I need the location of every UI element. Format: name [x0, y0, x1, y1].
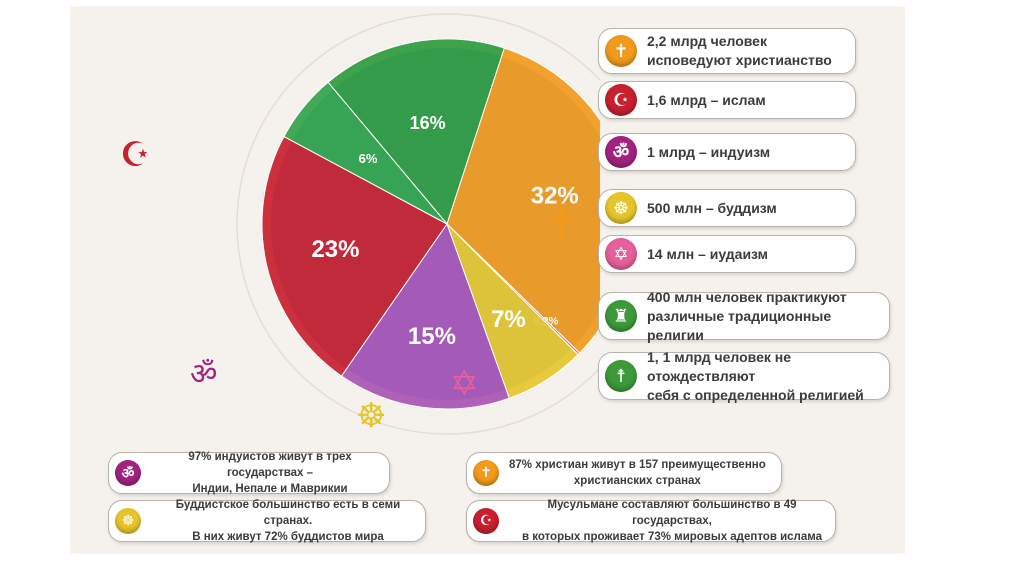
cross-icon: ✝: [543, 200, 580, 251]
legend-item-text: 1 млрд – индуизм: [647, 143, 771, 160]
note-text: Буддистское большинство есть в семи стра…: [175, 499, 401, 543]
legend-item: ✡ 14 млн – иудаизм: [598, 235, 856, 273]
crescent-icon: ☪: [473, 508, 499, 534]
crescent-icon: ☪: [120, 135, 151, 175]
om-icon: ॐ: [115, 460, 141, 486]
pie-slice-label-4: 15%: [408, 323, 456, 350]
person-icon: ☨: [605, 360, 637, 392]
dharma-wheel-icon: ☸: [356, 396, 387, 436]
legend-item-text: 1,6 млрд – ислам: [647, 91, 766, 108]
pie-slice-label-0: 16%: [410, 113, 446, 133]
om-icon: ॐ: [190, 357, 218, 392]
star-of-david-icon: ✡: [605, 238, 637, 270]
dharma-wheel-icon: ☸: [115, 508, 141, 534]
cross-icon: ✝: [473, 460, 499, 486]
note-text: 87% христиан живут в 157 преимущественно…: [509, 459, 766, 487]
pie-slice-0: [327, 38, 505, 226]
om-icon: ॐ: [605, 136, 637, 168]
orbit-ring: [236, 13, 600, 435]
note-text: Мусульмане составляют большинство в 49 г…: [521, 499, 823, 543]
legend-item-text: 14 млн – иудаизм: [647, 245, 769, 262]
legend-item: ☪ 1,6 млрд – ислам: [598, 81, 856, 119]
legend-item: ☨ 1, 1 млрд человек не отождествляют себя…: [598, 349, 890, 403]
note-text: 97% индуистов живут в трех государствах …: [188, 451, 352, 495]
pie-slice-5: [261, 135, 448, 377]
note-item: ॐ 97% индуистов живут в трех государствах…: [108, 451, 390, 495]
legend-item: ✝ 2,2 млрд человек исповедуют христианств…: [598, 28, 856, 74]
legend-item-text: 500 млн – буддизм: [647, 199, 777, 216]
dharma-wheel-icon: ☸: [605, 192, 637, 224]
legend-item-text: 2,2 млрд человек исповедуют христианство: [647, 33, 832, 68]
note-item: ☸ Буддистское большинство есть в семи стр…: [108, 499, 426, 543]
legend-item-text: 400 млн человек практикуют различные тра…: [647, 288, 847, 343]
pie-slice-4: [340, 222, 510, 410]
cross-icon: ✝: [605, 35, 637, 67]
note-item: ✝ 87% христиан живут в 157 преимущественн…: [466, 452, 782, 494]
drum-icon: ♜: [605, 300, 637, 332]
pie-slice-label-6: 6%: [359, 151, 378, 166]
pie-slice-6: [283, 81, 448, 225]
pie-slice-label-1: 32%: [531, 183, 579, 210]
star-of-david-icon: ✡: [450, 364, 479, 404]
pie-svg: 16%32%0,2%7%15%23%6%: [236, 13, 600, 435]
legend-item-text: 1, 1 млрд человек не отождествляют себя …: [647, 348, 864, 403]
legend-item: ॐ 1 млрд – индуизм: [598, 133, 856, 171]
note-item: ☪ Мусульмане составляют большинство в 49 …: [466, 499, 836, 543]
crescent-icon: ☪: [605, 84, 637, 116]
pie-slice-label-5: 23%: [311, 236, 359, 263]
pie-slice-1: [446, 47, 600, 354]
pie-slice-label-3: 7%: [491, 306, 526, 333]
religion-pie-chart: 16% 32% 0,2% 7% 15% 23% 6%: [95, 6, 600, 446]
legend-item: ♜ 400 млн человек практикуют различные тр…: [598, 289, 890, 343]
legend-item: ☸ 500 млн – буддизм: [598, 189, 856, 227]
